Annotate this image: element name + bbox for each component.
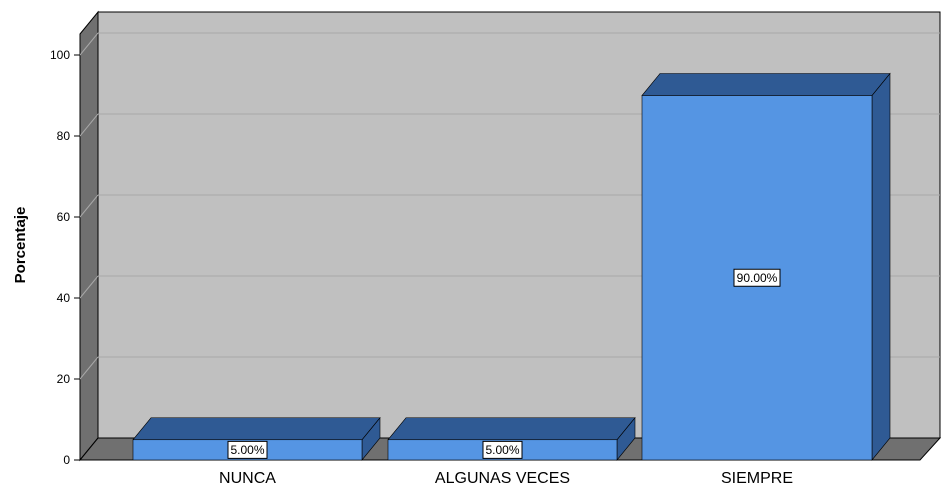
x-category-label: SIEMPRE xyxy=(721,470,793,487)
gridline-side xyxy=(79,32,99,56)
data-label: 5.00% xyxy=(230,443,264,457)
labels-group: 0 20 40 60 80 100 NUNCA 5.00% ALGUNAS VECES 5.00%… xyxy=(50,48,793,487)
y-tick-label: 80 xyxy=(57,129,71,143)
bar-side-face xyxy=(871,72,891,461)
bar-top-face xyxy=(641,73,891,96)
data-label-box xyxy=(482,440,523,459)
y-tick-label: 40 xyxy=(57,291,71,305)
data-label-box xyxy=(733,268,781,287)
data-label-box xyxy=(227,440,268,459)
plot-side-wall xyxy=(79,10,99,462)
gridline-side xyxy=(79,356,99,380)
bar-top-face xyxy=(387,417,636,441)
gridline-side xyxy=(79,194,99,218)
y-tick-label: 100 xyxy=(50,48,70,62)
y-tick-label: 60 xyxy=(57,210,71,224)
gridline-side xyxy=(79,275,99,299)
x-category-label: NUNCA xyxy=(219,470,276,487)
bar-top-face xyxy=(132,417,381,441)
y-tick-label: 0 xyxy=(63,453,70,467)
data-label: 90.00% xyxy=(737,271,778,285)
gridline-side xyxy=(79,113,99,137)
x-category-label: ALGUNAS VECES xyxy=(435,470,570,487)
y-axis-title: Porcentaje xyxy=(12,207,29,284)
data-label: 5.00% xyxy=(485,443,519,457)
y-tick-label: 20 xyxy=(57,372,71,386)
